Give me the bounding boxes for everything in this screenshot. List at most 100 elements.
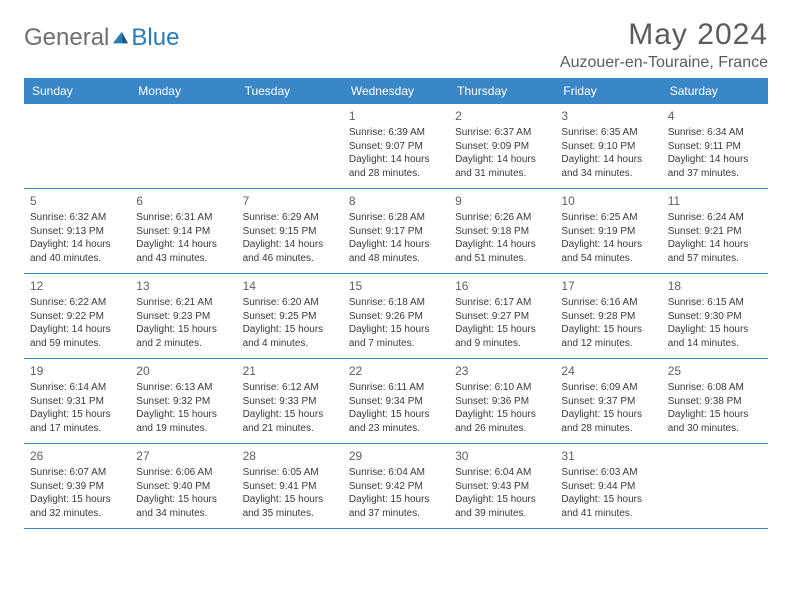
calendar-cell: 12Sunrise: 6:22 AMSunset: 9:22 PMDayligh…: [24, 274, 130, 358]
day-number: 21: [243, 363, 337, 379]
calendar-cell: 5Sunrise: 6:32 AMSunset: 9:13 PMDaylight…: [24, 189, 130, 273]
calendar-cell: 31Sunrise: 6:03 AMSunset: 9:44 PMDayligh…: [555, 444, 661, 528]
day-number: 10: [561, 193, 655, 209]
daylight-text: Daylight: 15 hours and 21 minutes.: [243, 408, 337, 435]
day-number: 24: [561, 363, 655, 379]
calendar-cell: 11Sunrise: 6:24 AMSunset: 9:21 PMDayligh…: [662, 189, 768, 273]
day-number: 23: [455, 363, 549, 379]
calendar-cell: 13Sunrise: 6:21 AMSunset: 9:23 PMDayligh…: [130, 274, 236, 358]
sunset-text: Sunset: 9:07 PM: [349, 140, 443, 154]
calendar-cell: 27Sunrise: 6:06 AMSunset: 9:40 PMDayligh…: [130, 444, 236, 528]
calendar-week: 12Sunrise: 6:22 AMSunset: 9:22 PMDayligh…: [24, 274, 768, 359]
sunrise-text: Sunrise: 6:11 AM: [349, 381, 443, 395]
calendar-cell: 3Sunrise: 6:35 AMSunset: 9:10 PMDaylight…: [555, 104, 661, 188]
sunset-text: Sunset: 9:10 PM: [561, 140, 655, 154]
sunset-text: Sunset: 9:23 PM: [136, 310, 230, 324]
sunrise-text: Sunrise: 6:04 AM: [349, 466, 443, 480]
day-number: 1: [349, 108, 443, 124]
calendar-cell: 25Sunrise: 6:08 AMSunset: 9:38 PMDayligh…: [662, 359, 768, 443]
dow-sun: Sunday: [24, 78, 130, 104]
calendar-cell: 22Sunrise: 6:11 AMSunset: 9:34 PMDayligh…: [343, 359, 449, 443]
day-number: 7: [243, 193, 337, 209]
daylight-text: Daylight: 15 hours and 9 minutes.: [455, 323, 549, 350]
calendar-cell: 29Sunrise: 6:04 AMSunset: 9:42 PMDayligh…: [343, 444, 449, 528]
dow-tue: Tuesday: [237, 78, 343, 104]
day-number: 16: [455, 278, 549, 294]
daylight-text: Daylight: 14 hours and 40 minutes.: [30, 238, 124, 265]
title-block: May 2024 Auzouer-en-Touraine, France: [560, 18, 768, 72]
day-number: 5: [30, 193, 124, 209]
dow-thu: Thursday: [449, 78, 555, 104]
day-number: 8: [349, 193, 443, 209]
calendar-cell: 6Sunrise: 6:31 AMSunset: 9:14 PMDaylight…: [130, 189, 236, 273]
month-title: May 2024: [560, 18, 768, 52]
calendar-cell: [237, 104, 343, 188]
daylight-text: Daylight: 14 hours and 34 minutes.: [561, 153, 655, 180]
daylight-text: Daylight: 15 hours and 39 minutes.: [455, 493, 549, 520]
daylight-text: Daylight: 14 hours and 51 minutes.: [455, 238, 549, 265]
sunset-text: Sunset: 9:37 PM: [561, 395, 655, 409]
sunset-text: Sunset: 9:36 PM: [455, 395, 549, 409]
daylight-text: Daylight: 14 hours and 37 minutes.: [668, 153, 762, 180]
daylight-text: Daylight: 15 hours and 35 minutes.: [243, 493, 337, 520]
day-number: 6: [136, 193, 230, 209]
daylight-text: Daylight: 14 hours and 59 minutes.: [30, 323, 124, 350]
sunrise-text: Sunrise: 6:10 AM: [455, 381, 549, 395]
sunrise-text: Sunrise: 6:22 AM: [30, 296, 124, 310]
calendar-week: 19Sunrise: 6:14 AMSunset: 9:31 PMDayligh…: [24, 359, 768, 444]
day-number: 9: [455, 193, 549, 209]
daylight-text: Daylight: 15 hours and 4 minutes.: [243, 323, 337, 350]
daylight-text: Daylight: 14 hours and 54 minutes.: [561, 238, 655, 265]
sunrise-text: Sunrise: 6:20 AM: [243, 296, 337, 310]
day-number: 25: [668, 363, 762, 379]
day-of-week-header: Sunday Monday Tuesday Wednesday Thursday…: [24, 78, 768, 104]
daylight-text: Daylight: 15 hours and 28 minutes.: [561, 408, 655, 435]
sunset-text: Sunset: 9:26 PM: [349, 310, 443, 324]
calendar-cell: 10Sunrise: 6:25 AMSunset: 9:19 PMDayligh…: [555, 189, 661, 273]
sunrise-text: Sunrise: 6:37 AM: [455, 126, 549, 140]
calendar: Sunday Monday Tuesday Wednesday Thursday…: [24, 78, 768, 529]
sunrise-text: Sunrise: 6:34 AM: [668, 126, 762, 140]
sunrise-text: Sunrise: 6:07 AM: [30, 466, 124, 480]
sunset-text: Sunset: 9:42 PM: [349, 480, 443, 494]
sunset-text: Sunset: 9:28 PM: [561, 310, 655, 324]
day-number: 18: [668, 278, 762, 294]
day-number: 30: [455, 448, 549, 464]
sunset-text: Sunset: 9:30 PM: [668, 310, 762, 324]
calendar-cell: 9Sunrise: 6:26 AMSunset: 9:18 PMDaylight…: [449, 189, 555, 273]
triangle-icon: [111, 29, 129, 47]
daylight-text: Daylight: 14 hours and 31 minutes.: [455, 153, 549, 180]
daylight-text: Daylight: 15 hours and 34 minutes.: [136, 493, 230, 520]
sunset-text: Sunset: 9:15 PM: [243, 225, 337, 239]
dow-fri: Friday: [555, 78, 661, 104]
calendar-cell: [662, 444, 768, 528]
calendar-cell: 18Sunrise: 6:15 AMSunset: 9:30 PMDayligh…: [662, 274, 768, 358]
day-number: 19: [30, 363, 124, 379]
sunrise-text: Sunrise: 6:24 AM: [668, 211, 762, 225]
daylight-text: Daylight: 15 hours and 30 minutes.: [668, 408, 762, 435]
day-number: 13: [136, 278, 230, 294]
day-number: 4: [668, 108, 762, 124]
sunset-text: Sunset: 9:41 PM: [243, 480, 337, 494]
sunset-text: Sunset: 9:27 PM: [455, 310, 549, 324]
daylight-text: Daylight: 15 hours and 17 minutes.: [30, 408, 124, 435]
sunset-text: Sunset: 9:43 PM: [455, 480, 549, 494]
calendar-cell: 24Sunrise: 6:09 AMSunset: 9:37 PMDayligh…: [555, 359, 661, 443]
day-number: 3: [561, 108, 655, 124]
sunset-text: Sunset: 9:18 PM: [455, 225, 549, 239]
day-number: 31: [561, 448, 655, 464]
dow-mon: Monday: [130, 78, 236, 104]
calendar-cell: 19Sunrise: 6:14 AMSunset: 9:31 PMDayligh…: [24, 359, 130, 443]
calendar-cell: 26Sunrise: 6:07 AMSunset: 9:39 PMDayligh…: [24, 444, 130, 528]
daylight-text: Daylight: 15 hours and 41 minutes.: [561, 493, 655, 520]
daylight-text: Daylight: 15 hours and 37 minutes.: [349, 493, 443, 520]
daylight-text: Daylight: 14 hours and 57 minutes.: [668, 238, 762, 265]
sunset-text: Sunset: 9:19 PM: [561, 225, 655, 239]
location: Auzouer-en-Touraine, France: [560, 54, 768, 72]
day-number: 11: [668, 193, 762, 209]
day-number: 17: [561, 278, 655, 294]
sunset-text: Sunset: 9:33 PM: [243, 395, 337, 409]
sunrise-text: Sunrise: 6:17 AM: [455, 296, 549, 310]
sunset-text: Sunset: 9:17 PM: [349, 225, 443, 239]
calendar-cell: 14Sunrise: 6:20 AMSunset: 9:25 PMDayligh…: [237, 274, 343, 358]
